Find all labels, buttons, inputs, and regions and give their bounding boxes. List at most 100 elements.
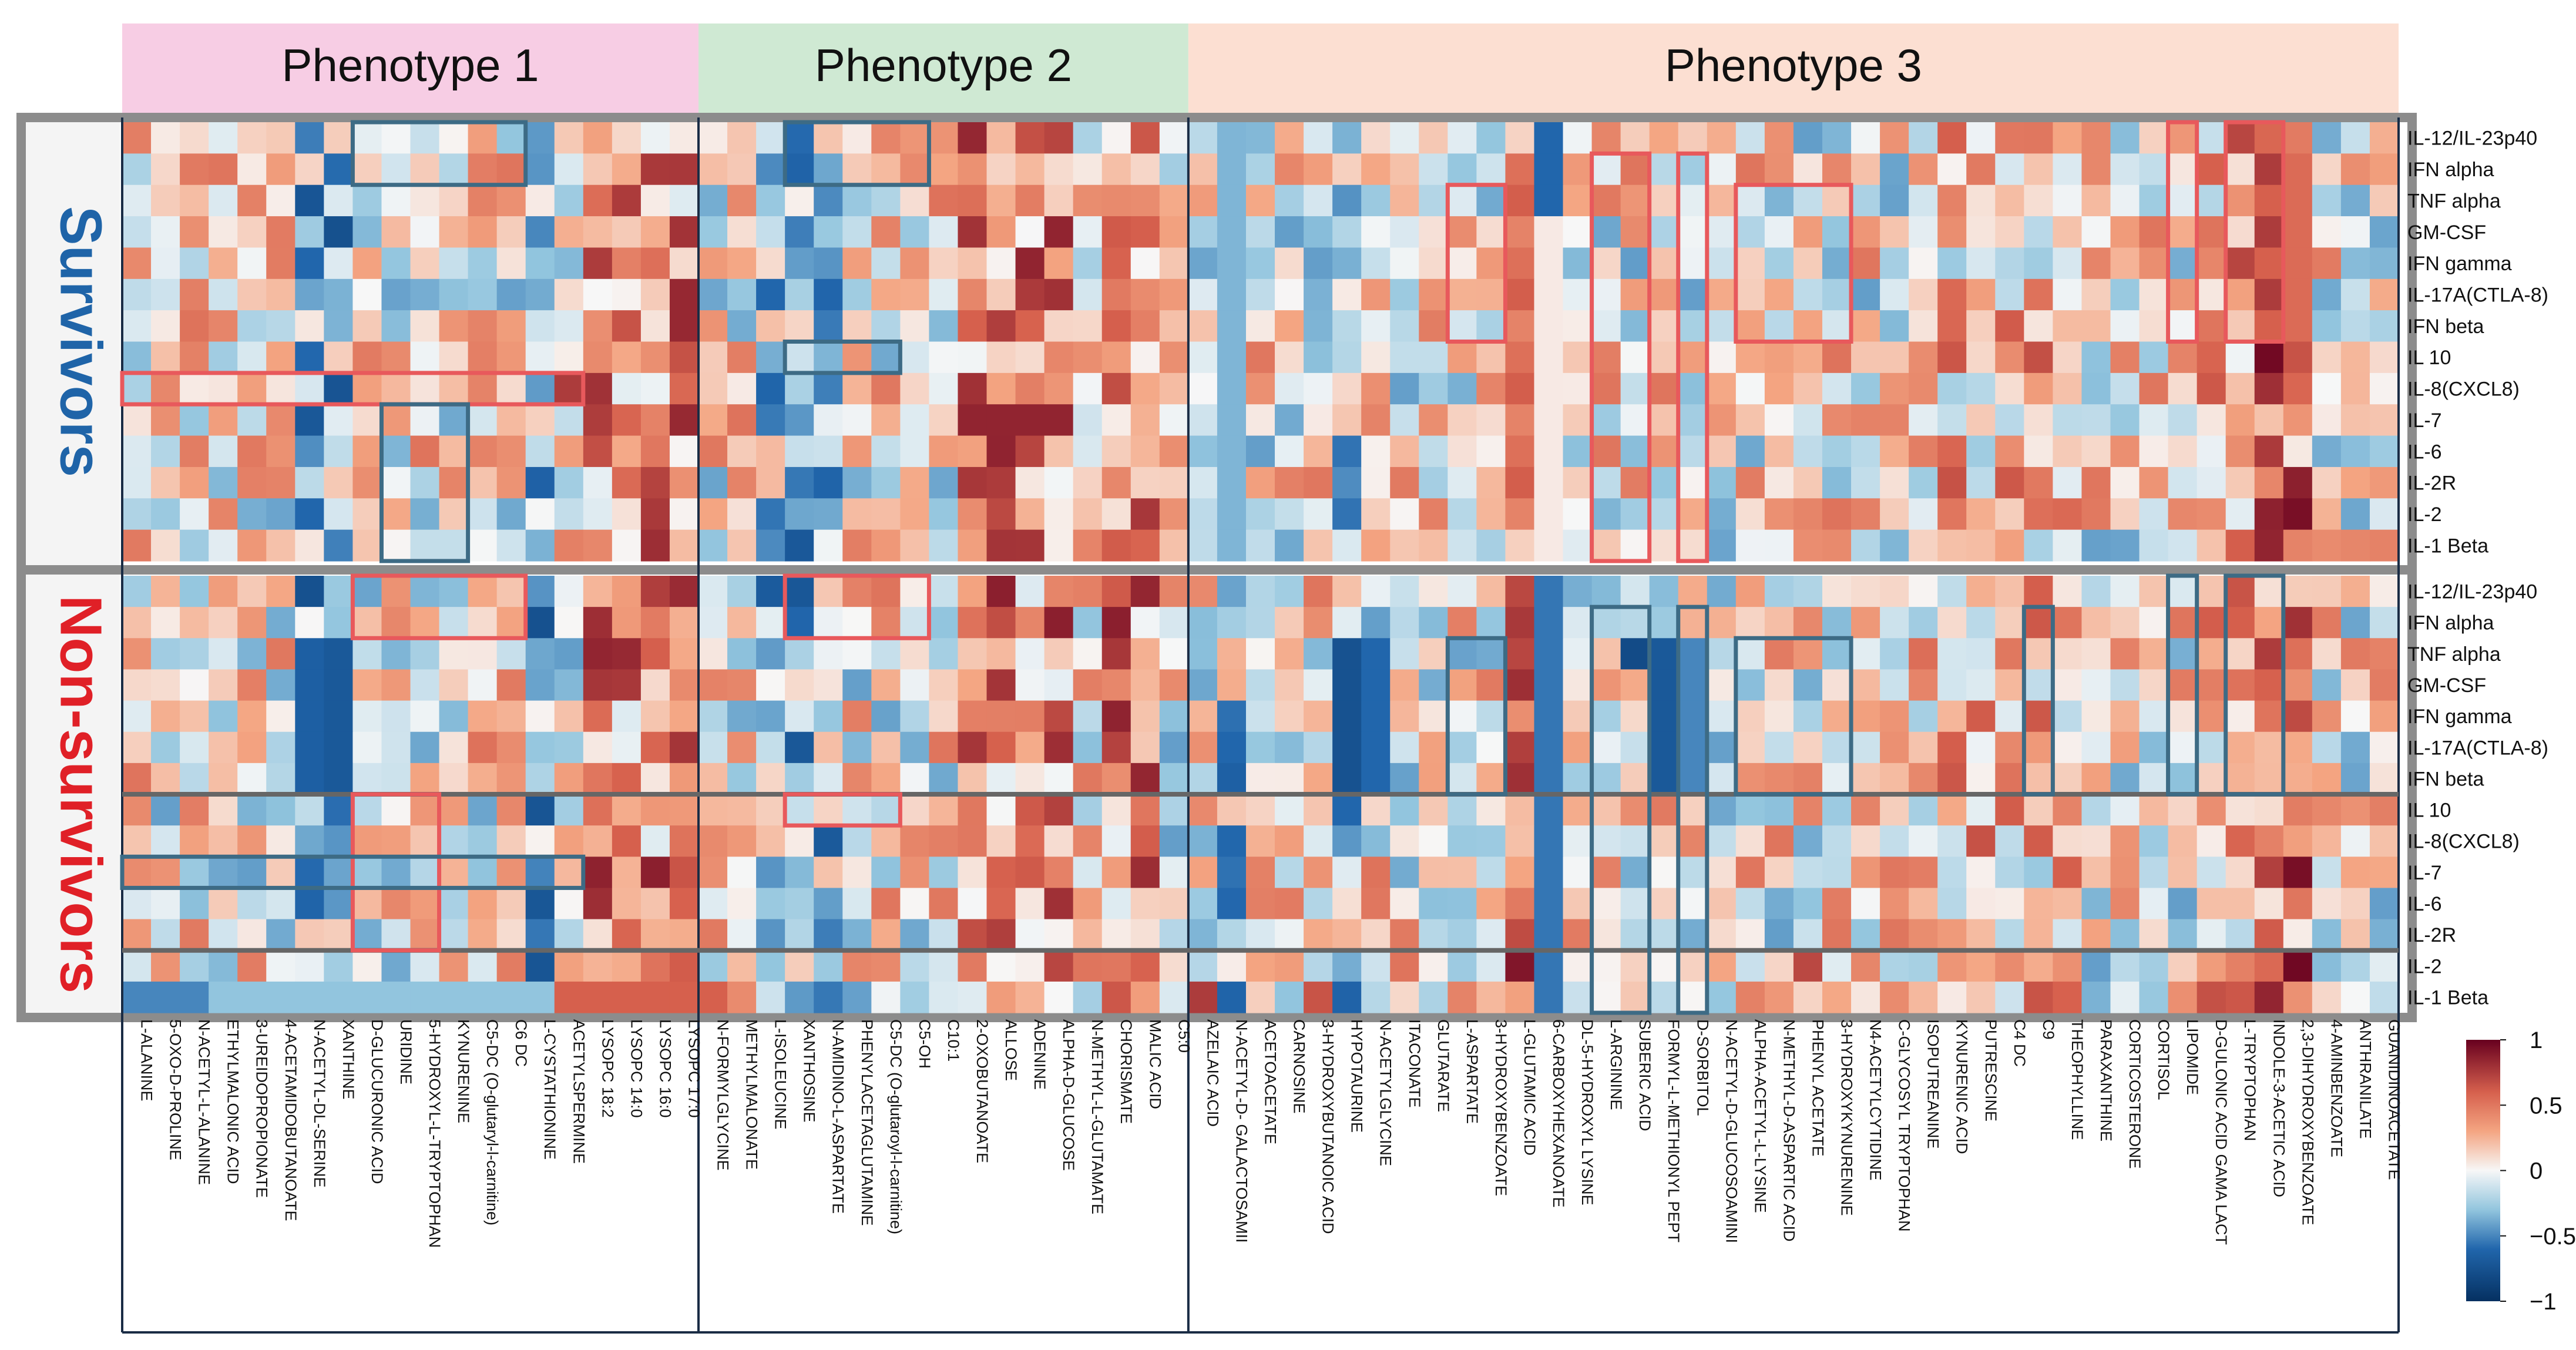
column-label: LYSOPC 14:0: [627, 1019, 645, 1118]
heatmap-cell: [1245, 122, 1275, 154]
row-label: IL-12/IL-23p40: [2407, 581, 2537, 603]
heatmap-cell: [496, 669, 526, 701]
heatmap-cell: [2283, 700, 2313, 733]
heatmap-cell: [1304, 763, 1333, 795]
heatmap-cell: [1707, 950, 1737, 982]
heatmap-cell: [1476, 888, 1506, 920]
heatmap-cell: [1505, 184, 1535, 217]
heatmap-cell: [698, 731, 728, 764]
heatmap-cell: [468, 700, 498, 733]
heatmap-cell: [180, 669, 209, 701]
heatmap-cell: [2225, 825, 2255, 857]
heatmap-cell: [1188, 950, 1218, 982]
heatmap-cell: [1332, 435, 1362, 468]
heatmap-cell: [1735, 404, 1765, 436]
heatmap-cell: [814, 700, 843, 733]
heatmap-cell: [929, 888, 959, 920]
heatmap-cell: [1591, 310, 1621, 342]
heatmap-cell: [468, 638, 498, 670]
heatmap-cell: [785, 888, 814, 920]
heatmap-cell: [2340, 529, 2370, 562]
heatmap-cell: [180, 950, 209, 982]
heatmap-cell: [1419, 216, 1448, 248]
heatmap-cell: [1188, 607, 1218, 639]
heatmap-cell: [554, 981, 584, 1013]
heatmap-cell: [1245, 950, 1275, 982]
heatmap-cell: [1966, 825, 1996, 857]
heatmap-cell: [266, 825, 295, 857]
heatmap-cell: [1764, 529, 1794, 562]
heatmap-cell: [986, 825, 1016, 857]
heatmap-cell: [2197, 247, 2226, 280]
heatmap-cell: [1995, 576, 2024, 607]
heatmap-cell: [2225, 404, 2255, 436]
column-label: KYNURENINE: [455, 1019, 472, 1123]
heatmap-cell: [295, 153, 324, 186]
heatmap-cell: [1909, 700, 1938, 733]
heatmap-cell: [756, 794, 785, 826]
heatmap-cell: [2197, 731, 2226, 764]
heatmap-cell: [1620, 184, 1650, 217]
heatmap-cell: [612, 498, 642, 530]
heatmap-cell: [1620, 122, 1650, 154]
heatmap-cell: [929, 341, 959, 374]
heatmap-cell: [1793, 950, 1823, 982]
heatmap-cell: [2340, 498, 2370, 530]
heatmap-cell: [525, 576, 555, 607]
heatmap-cell: [1649, 153, 1679, 186]
heatmap-cell: [468, 857, 498, 889]
heatmap-cell: [1159, 950, 1189, 982]
heatmap-cell: [1563, 247, 1593, 280]
column-label: ADENINE: [1031, 1019, 1049, 1090]
heatmap-cell: [1995, 638, 2024, 670]
heatmap-cell: [640, 607, 670, 639]
heatmap-cell: [1707, 341, 1737, 374]
heatmap-cell: [727, 341, 757, 374]
heatmap-cell: [1995, 122, 2024, 154]
heatmap-cell: [1678, 404, 1708, 436]
heatmap-cell: [180, 529, 209, 562]
heatmap-cell: [122, 184, 152, 217]
heatmap-cell: [958, 498, 988, 530]
heatmap-cell: [1822, 216, 1852, 248]
column-label: 2-OXOBUTANOATE: [973, 1019, 991, 1163]
heatmap-cell: [1534, 310, 1564, 342]
heatmap-cell: [2110, 247, 2140, 280]
heatmap-cell: [2283, 794, 2313, 826]
heatmap-cell: [1044, 278, 1074, 311]
heatmap-cell: [2168, 122, 2198, 154]
heatmap-cell: [1476, 184, 1506, 217]
heatmap-cell: [1678, 731, 1708, 764]
heatmap-cell: [151, 607, 180, 639]
heatmap-cell: [2283, 122, 2313, 154]
heatmap-cell: [352, 372, 382, 405]
heatmap-cell: [785, 950, 814, 982]
heatmap-cell: [2024, 950, 2053, 982]
heatmap-cell: [2197, 341, 2226, 374]
heatmap-cell: [1707, 153, 1737, 186]
heatmap-cell: [1678, 184, 1708, 217]
heatmap-cell: [1764, 950, 1794, 982]
heatmap-cell: [1995, 763, 2024, 795]
heatmap-cell: [756, 278, 785, 311]
heatmap-cell: [1764, 122, 1794, 154]
heatmap-cell: [900, 888, 930, 920]
heatmap-cell: [352, 278, 382, 311]
heatmap-cell: [900, 278, 930, 311]
heatmap-cell: [2053, 498, 2083, 530]
heatmap-cell: [986, 763, 1016, 795]
heatmap-cell: [1966, 919, 1996, 951]
heatmap-cell: [612, 122, 642, 154]
heatmap-cell: [929, 919, 959, 951]
heatmap-cell: [1793, 857, 1823, 889]
heatmap-cell: [1620, 669, 1650, 701]
column-label: N-METHYL-D-ASPARTIC ACID: [1780, 1019, 1798, 1242]
heatmap-cell: [727, 825, 757, 857]
heatmap-cell: [1361, 372, 1391, 405]
heatmap-cell: [1130, 435, 1160, 468]
heatmap-cell: [1505, 529, 1535, 562]
heatmap-cell: [554, 310, 584, 342]
heatmap-cell: [295, 435, 324, 468]
heatmap-cell: [900, 669, 930, 701]
heatmap-cell: [2254, 466, 2284, 499]
